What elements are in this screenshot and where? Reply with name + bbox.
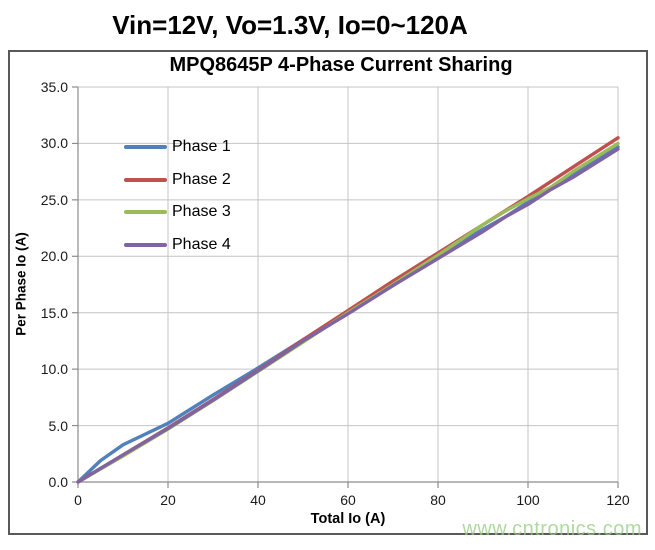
x-axis-title: Total Io (A) [310,511,386,527]
y-tick-label: 5.0 [48,417,68,434]
x-tick-label: 20 [160,492,176,508]
series-line-phase-4 [76,147,620,484]
chart-title: MPQ8645P 4-Phase Current Sharing [169,54,513,76]
y-tick-label: 15.0 [40,304,68,321]
y-tick-label: 35.0 [40,79,68,95]
legend-label: Phase 1 [172,138,231,156]
chart-frame [8,50,648,535]
legend-line-swatch [124,145,167,150]
watermark: www.cntronics.com [462,518,642,540]
y-tick-label: 25.0 [40,191,68,208]
x-tick-label: 80 [430,492,446,508]
legend-line-swatch [124,210,167,215]
y-tick-label: 10.0 [40,361,68,378]
y-tick-label: 0.0 [48,474,68,490]
x-tick-label: 60 [340,492,356,508]
page-title: Vin=12V, Vo=1.3V, Io=0~120A [112,10,468,40]
y-tick-label: 20.0 [40,248,68,265]
legend-item-phase-3: Phase 3 [124,196,231,229]
x-tick-label: 100 [516,492,540,508]
legend-label: Phase 4 [172,235,231,253]
x-tick-label: 40 [250,492,266,508]
legend-item-phase-2: Phase 2 [124,164,231,197]
y-tick-label: 30.0 [40,135,68,152]
legend: Phase 1 Phase 2 Phase 3 Phase 4 [124,131,231,261]
legend-item-phase-4: Phase 4 [124,229,231,262]
y-axis-title: Per Phase Io (A) [13,232,29,336]
x-tick-label: 120 [606,492,630,508]
legend-line-swatch [124,242,167,247]
x-tick-label: 0 [74,492,82,508]
legend-line-swatch [124,177,167,182]
legend-item-phase-1: Phase 1 [124,131,231,164]
legend-label: Phase 2 [172,170,231,188]
legend-label: Phase 3 [172,203,231,221]
